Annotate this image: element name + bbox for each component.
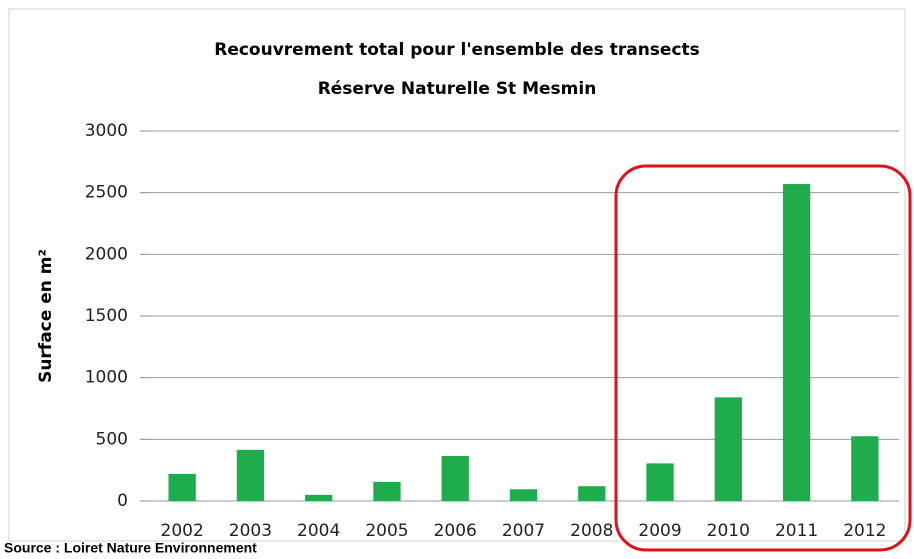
x-tick-label: 2009	[638, 521, 681, 541]
bar	[714, 397, 742, 501]
y-tick-label: 3000	[85, 121, 128, 141]
source: Source : Loiret Nature Environnement	[4, 540, 257, 556]
bar	[236, 449, 265, 501]
bar	[851, 436, 879, 501]
x-tick-label: 2012	[843, 521, 886, 541]
y-axis-label: Surface en m²	[36, 249, 56, 383]
x-tick-label: 2011	[775, 521, 818, 541]
x-tick-label: 2010	[707, 521, 750, 541]
y-tick-label: 500	[96, 429, 128, 449]
x-tick-label: 2002	[161, 521, 204, 541]
bar	[646, 463, 674, 501]
chart-subtitle: Réserve Naturelle St Mesmin	[318, 79, 597, 99]
chart-border	[8, 8, 906, 542]
y-tick-label: 2000	[85, 244, 128, 264]
chart-title: Recouvrement total pour l'ensemble des t…	[214, 40, 700, 60]
bar	[305, 494, 333, 501]
x-tick-label: 2003	[229, 521, 272, 541]
highlight-box	[614, 164, 912, 552]
x-tick-label: 2006	[434, 521, 477, 541]
y-tick-label: 1500	[85, 306, 128, 326]
bar	[441, 455, 469, 501]
bar	[373, 481, 401, 501]
y-tick-label: 2500	[85, 183, 128, 203]
x-tick-label: 2007	[502, 521, 545, 541]
x-tick-label: 2005	[365, 521, 408, 541]
bar	[782, 184, 811, 502]
bar	[168, 473, 196, 501]
bar	[578, 486, 606, 501]
y-tick-label: 0	[117, 491, 128, 511]
bar	[509, 489, 538, 501]
x-tick-label: 2008	[570, 521, 613, 541]
x-tick-label: 2004	[297, 521, 340, 541]
y-tick-label: 1000	[85, 368, 128, 388]
